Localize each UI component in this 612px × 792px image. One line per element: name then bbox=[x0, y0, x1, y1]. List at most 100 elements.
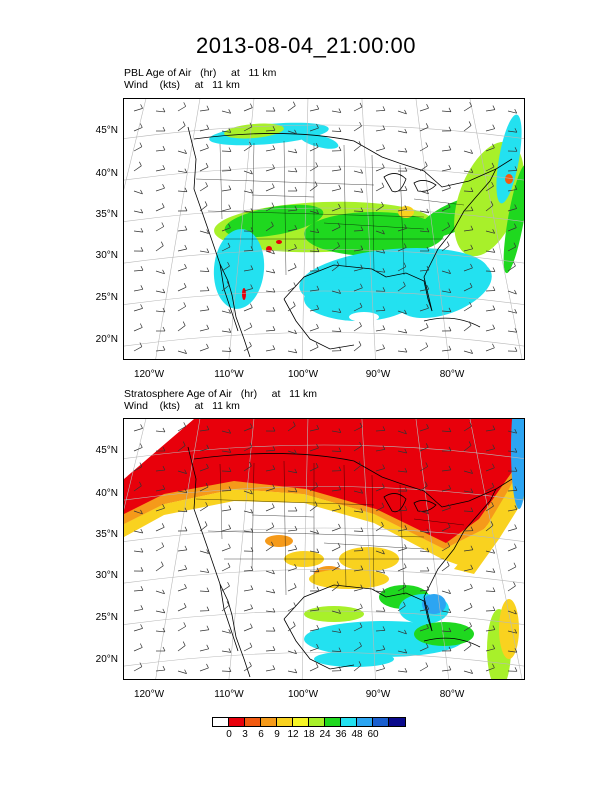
wind-barb-flag bbox=[358, 141, 362, 146]
wind-barb-flag bbox=[250, 169, 253, 175]
lat-label: 45°N bbox=[95, 445, 118, 456]
wind-barb-flag bbox=[446, 241, 450, 246]
wind-barb bbox=[397, 548, 407, 552]
wind-barb-flag bbox=[184, 526, 188, 531]
wind-barb-flag bbox=[272, 164, 275, 169]
wind-barb bbox=[397, 567, 407, 572]
wind-barb-flag bbox=[140, 227, 144, 233]
wind-barb-flag bbox=[250, 566, 254, 571]
wind-barb bbox=[485, 309, 495, 312]
wind-barb-flag bbox=[140, 424, 143, 429]
wind-barb bbox=[463, 425, 472, 432]
lon-label: 80°W bbox=[439, 689, 465, 700]
wind-barb bbox=[441, 310, 451, 313]
colorbar-swatch bbox=[373, 718, 389, 726]
wind-barb-flag bbox=[492, 248, 496, 253]
colorbar-swatch bbox=[229, 718, 245, 726]
wind-barb bbox=[419, 550, 429, 553]
wind-barb-flag bbox=[468, 641, 472, 646]
wind-barb-flag bbox=[514, 309, 518, 314]
wind-barb bbox=[155, 270, 165, 275]
wind-barb-flag bbox=[382, 483, 385, 488]
wind-barb bbox=[133, 346, 143, 352]
wind-barb-flag bbox=[381, 182, 385, 187]
wind-barb bbox=[177, 568, 187, 572]
wind-barb-flag bbox=[514, 289, 517, 295]
wind-barb bbox=[221, 208, 231, 212]
lon-label: 120°W bbox=[133, 689, 165, 700]
wind-barb bbox=[221, 110, 231, 114]
wind-barb bbox=[265, 449, 275, 452]
wind-barb-flag bbox=[228, 109, 232, 114]
wind-barb bbox=[199, 570, 209, 573]
wind-barb bbox=[441, 488, 451, 492]
wind-barb-flag bbox=[250, 623, 253, 628]
wind-barb-flag bbox=[338, 127, 342, 132]
wind-barb bbox=[397, 266, 407, 272]
wind-barb bbox=[353, 249, 363, 252]
wind-barb-flag bbox=[469, 102, 472, 107]
wind-barb-flag bbox=[447, 203, 451, 208]
wind-barb-flag bbox=[140, 547, 144, 553]
wind-barb bbox=[485, 347, 495, 352]
wind-barb-flag bbox=[514, 543, 517, 548]
wind-barb bbox=[155, 469, 165, 472]
wind-barb bbox=[177, 490, 187, 494]
wind-barb bbox=[507, 430, 517, 434]
wind-barb-flag bbox=[316, 643, 319, 649]
wind-barb-flag bbox=[514, 223, 517, 228]
field-green bbox=[503, 164, 524, 274]
wind-barb-flag bbox=[316, 529, 319, 534]
wind-barb-flag bbox=[292, 621, 296, 626]
wind-barb-flag bbox=[294, 525, 298, 531]
wind-barb-flag bbox=[514, 347, 518, 352]
wind-barb bbox=[309, 570, 319, 573]
wind-barb bbox=[155, 565, 164, 572]
wind-barb-flag bbox=[250, 423, 253, 428]
wind-barb bbox=[309, 108, 319, 112]
wind-barb-flag bbox=[272, 627, 276, 632]
wind-barb-flag bbox=[448, 345, 452, 351]
wind-barb bbox=[155, 430, 165, 433]
wind-barb bbox=[265, 225, 274, 232]
field-orange bbox=[505, 174, 513, 184]
wind-barb bbox=[375, 270, 385, 273]
wind-barb-flag bbox=[338, 647, 342, 652]
wind-barb-flag bbox=[293, 602, 297, 607]
wind-barb-flag bbox=[316, 443, 319, 449]
wind-barb-flag bbox=[337, 542, 341, 548]
wind-barb bbox=[507, 450, 517, 453]
wind-barb-flag bbox=[426, 424, 429, 429]
wind-barb-flag bbox=[404, 506, 408, 511]
wind-barb-flag bbox=[338, 523, 341, 529]
wind-barb bbox=[463, 150, 473, 154]
wind-barb-flag bbox=[426, 528, 430, 534]
wind-barb-flag bbox=[160, 561, 164, 566]
wind-barb-flag bbox=[404, 147, 408, 153]
wind-barb-flag bbox=[492, 425, 496, 430]
wind-barb-flag bbox=[139, 161, 142, 166]
wind-barb bbox=[375, 487, 385, 492]
wind-barb-flag bbox=[162, 608, 166, 614]
wind-barb bbox=[155, 507, 165, 512]
wind-barb-flag bbox=[359, 302, 363, 308]
wind-barb-flag bbox=[359, 121, 362, 127]
wind-barb bbox=[507, 610, 517, 615]
wind-barb bbox=[507, 310, 517, 314]
colorbar-label: 3 bbox=[242, 729, 248, 740]
wind-barb bbox=[133, 108, 143, 112]
wind-barb bbox=[463, 470, 473, 474]
page-title: 2013-08-04_21:00:00 bbox=[196, 33, 416, 58]
wind-barb bbox=[287, 170, 297, 173]
wind-barb bbox=[265, 348, 275, 352]
wind-barb-flag bbox=[403, 281, 406, 286]
lat-label: 20°N bbox=[95, 654, 118, 665]
wind-barb bbox=[331, 265, 340, 272]
wind-barb-flag bbox=[182, 441, 186, 446]
wind-barb-flag bbox=[338, 146, 342, 151]
wind-barb bbox=[397, 605, 406, 612]
wind-barb-flag bbox=[338, 485, 342, 490]
wind-barb-flag bbox=[382, 163, 385, 168]
wind-barb bbox=[243, 427, 253, 432]
wind-barb-flag bbox=[470, 507, 474, 512]
